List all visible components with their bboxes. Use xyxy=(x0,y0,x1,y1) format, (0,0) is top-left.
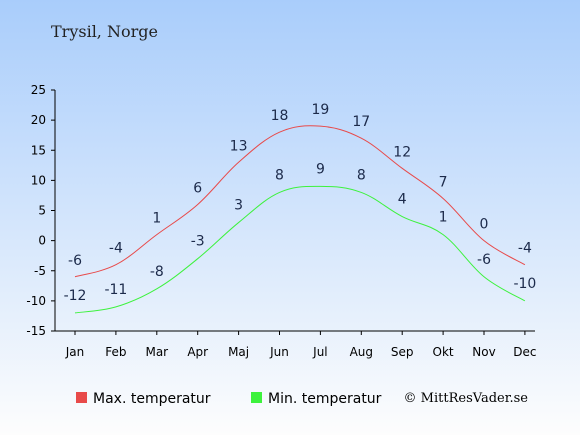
data-label-min: 9 xyxy=(316,161,325,177)
data-labels: -6 -4 1 6 13 18 19 17 12 7 0 -4 -12 -11 -8 -3 3 8 9 8 4 1 -6 -1… xyxy=(64,102,537,304)
data-label-min: 3 xyxy=(234,198,243,214)
y-tick-label: 0 xyxy=(38,234,46,248)
y-tick-label: 25 xyxy=(31,83,46,97)
data-label-max: 18 xyxy=(271,108,289,124)
x-tick-label: Feb xyxy=(105,345,126,359)
legend: Max. temperatur Min. temperatur xyxy=(76,391,382,407)
credit-text: © MittResVader.se xyxy=(404,391,529,406)
data-label-max: 19 xyxy=(311,102,329,118)
legend-swatch-min xyxy=(251,392,262,403)
series-line-min xyxy=(74,185,526,314)
x-tick-label: Dec xyxy=(513,345,536,359)
y-tick-label: -15 xyxy=(26,324,46,338)
data-label-min: -3 xyxy=(191,234,205,250)
x-tick-label: Jan xyxy=(65,345,85,359)
x-tick-label: Jun xyxy=(269,345,289,359)
x-tick-label: Maj xyxy=(228,345,249,359)
chart-title: Trysil, Norge xyxy=(51,22,158,41)
legend-swatch-max xyxy=(76,392,87,403)
y-tick-label: 20 xyxy=(31,113,46,127)
y-tick-label: 5 xyxy=(38,204,46,218)
y-tick-label: 10 xyxy=(31,173,46,187)
x-tick-label: Okt xyxy=(433,345,454,359)
x-ticks: Jan Feb Mar Apr Maj Jun Jul Aug Sep Okt Nov Dec xyxy=(65,331,537,359)
data-label-min: -10 xyxy=(513,276,536,292)
legend-label-max: Max. temperatur xyxy=(93,391,211,407)
data-label-max: 17 xyxy=(352,114,370,130)
data-label-max: 13 xyxy=(230,138,248,154)
x-tick-label: Mar xyxy=(145,345,168,359)
x-tick-label: Jul xyxy=(312,345,327,359)
data-label-min: 4 xyxy=(398,192,407,208)
data-label-min: -11 xyxy=(104,282,127,298)
y-tick-label: 15 xyxy=(31,143,46,157)
data-label-max: -4 xyxy=(109,241,123,257)
series-line-max xyxy=(74,125,526,278)
y-ticks: 25 20 15 10 5 0 -5 -10 -15 xyxy=(26,83,55,338)
x-tick-label: Nov xyxy=(472,345,495,359)
data-label-min: -12 xyxy=(64,288,87,304)
series-lines xyxy=(74,125,526,314)
data-label-max: 7 xyxy=(439,174,448,190)
y-tick-label: -5 xyxy=(34,264,46,278)
data-label-max: -4 xyxy=(518,241,532,257)
legend-label-min: Min. temperatur xyxy=(268,391,382,407)
data-label-max: 6 xyxy=(193,180,202,196)
x-tick-label: Apr xyxy=(187,345,208,359)
data-label-max: 1 xyxy=(152,211,161,227)
data-label-max: -6 xyxy=(68,253,82,269)
data-label-min: 8 xyxy=(357,167,366,183)
y-tick-label: -10 xyxy=(26,294,46,308)
data-label-max: 0 xyxy=(480,217,489,233)
x-tick-label: Sep xyxy=(391,345,414,359)
data-label-min: -6 xyxy=(477,252,491,268)
x-tick-label: Aug xyxy=(350,345,373,359)
data-label-min: 1 xyxy=(439,210,448,226)
data-label-max: 12 xyxy=(393,144,411,160)
data-label-min: -8 xyxy=(150,264,164,280)
data-label-min: 8 xyxy=(275,167,284,183)
